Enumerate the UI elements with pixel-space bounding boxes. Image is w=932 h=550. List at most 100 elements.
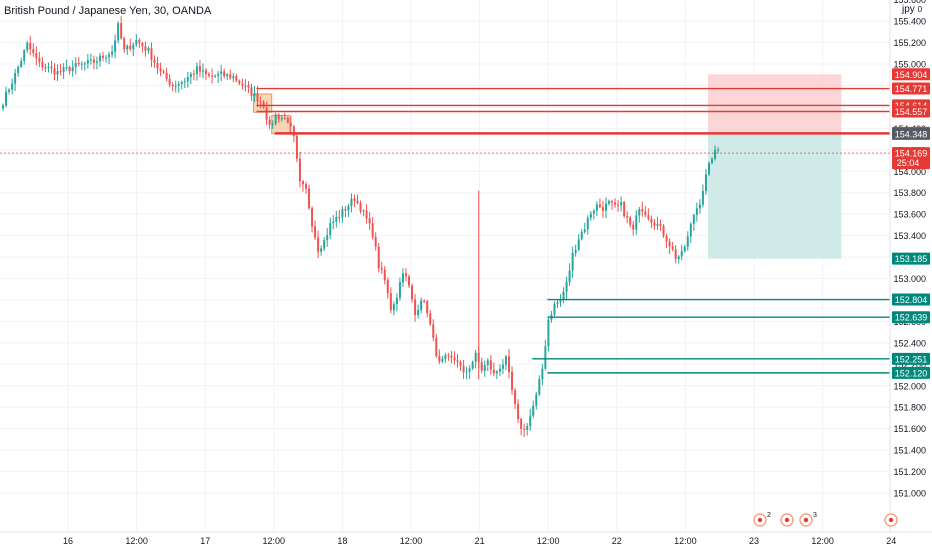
- level-label-bg: [892, 366, 930, 379]
- candle-body: [426, 301, 429, 314]
- candle-body: [647, 215, 650, 219]
- candle-body: [68, 67, 71, 72]
- candle-body: [326, 234, 329, 241]
- x-tick-label: 24: [886, 536, 896, 546]
- candle-body: [480, 362, 483, 371]
- candle-body: [298, 158, 301, 182]
- level-label: 154.557: [895, 107, 928, 117]
- candle-body: [41, 61, 44, 68]
- candle-body: [92, 59, 95, 63]
- candle-body: [574, 249, 577, 254]
- y-tick-label: 155.400: [893, 17, 926, 27]
- candle-body: [465, 371, 468, 373]
- candle-body: [244, 85, 247, 87]
- price-axis-labels: 154.904154.771154.614154.557154.358154.3…: [892, 68, 930, 379]
- candle-body: [368, 218, 371, 224]
- currency-selector[interactable]: jpy 0: [902, 4, 922, 15]
- candle-body: [541, 368, 544, 380]
- candle-body: [17, 66, 20, 74]
- candle-body: [198, 66, 201, 72]
- candle-body: [471, 361, 474, 369]
- y-tick-label: 153.000: [893, 274, 926, 284]
- candle-body: [214, 75, 217, 77]
- candle-body: [504, 356, 507, 365]
- candle-body: [126, 45, 129, 50]
- candle-body: [117, 23, 120, 41]
- y-tick-label: 151.000: [893, 489, 926, 499]
- candle-body: [659, 224, 662, 226]
- level-label-bg: [892, 127, 930, 140]
- candle-body: [20, 60, 23, 67]
- candle-body: [665, 235, 668, 242]
- candle-body: [701, 190, 704, 205]
- x-tick-label: 18: [337, 536, 347, 546]
- x-tick-label: 23: [749, 536, 759, 546]
- candle-body: [280, 117, 283, 120]
- currency-caret: 0: [917, 5, 923, 14]
- time-axis[interactable]: 16 12:00 17 12:00 18 12:00 21 12:00 22 12:00 23 12:…: [63, 536, 896, 546]
- position-tool[interactable]: [707, 74, 842, 259]
- candle-body: [423, 300, 426, 302]
- candle-body: [389, 293, 392, 311]
- candle-body: [35, 52, 38, 59]
- y-tick-label: 151.200: [893, 467, 926, 477]
- candle-body: [26, 42, 29, 51]
- candle-body: [523, 428, 526, 430]
- candle-body: [520, 419, 523, 429]
- candle-body: [253, 93, 256, 96]
- candle-body: [568, 270, 571, 282]
- candle-body: [44, 67, 47, 69]
- candle-body: [235, 76, 238, 81]
- candle-body: [429, 313, 432, 325]
- candle-body: [435, 337, 438, 356]
- candle-body: [311, 208, 314, 227]
- candle-body: [247, 85, 250, 88]
- candle-body: [501, 364, 504, 369]
- candle-body: [468, 368, 471, 372]
- horizontal-levels[interactable]: [256, 87, 890, 374]
- y-tick-label: 152.000: [893, 381, 926, 391]
- candle-body: [292, 126, 295, 137]
- level-label-bg: [892, 82, 930, 95]
- candle-body: [65, 67, 68, 69]
- candle-body: [5, 91, 8, 106]
- candle-body: [401, 273, 404, 283]
- candle-body: [492, 369, 495, 374]
- candle-body: [359, 202, 362, 212]
- candle-body: [186, 77, 189, 82]
- candle-body: [592, 210, 595, 214]
- candle-body: [174, 85, 177, 87]
- candle-body: [98, 55, 101, 62]
- candle-body: [638, 209, 641, 216]
- x-tick-label: 12:00: [811, 536, 834, 546]
- candle-body: [559, 299, 562, 303]
- level-label: 154.771: [895, 84, 928, 94]
- candle-body: [320, 248, 323, 252]
- candle-body: [108, 54, 111, 58]
- candle-body: [453, 357, 456, 361]
- last-price-label: 154.169: [895, 149, 928, 159]
- candle-body: [662, 225, 665, 236]
- candle-body: [56, 71, 59, 75]
- candle-body: [714, 149, 717, 159]
- candle-body: [617, 204, 620, 206]
- candle-body: [323, 240, 326, 249]
- candle-body: [335, 217, 338, 222]
- x-tick-label: 21: [475, 536, 485, 546]
- y-tick-label: 153.400: [893, 231, 926, 241]
- candle-body: [138, 39, 141, 44]
- candle-body: [392, 304, 395, 311]
- candle-body: [629, 217, 632, 225]
- candle-body: [683, 246, 686, 252]
- event-icon-dot: [784, 517, 790, 523]
- candle-body: [195, 66, 198, 75]
- candle-body: [229, 74, 232, 79]
- candle-body: [620, 202, 623, 206]
- candle-body: [165, 72, 168, 79]
- candle-body: [526, 426, 529, 430]
- candle-body: [371, 223, 374, 238]
- candle-body: [459, 361, 462, 366]
- last-price-label-bg: [892, 147, 930, 170]
